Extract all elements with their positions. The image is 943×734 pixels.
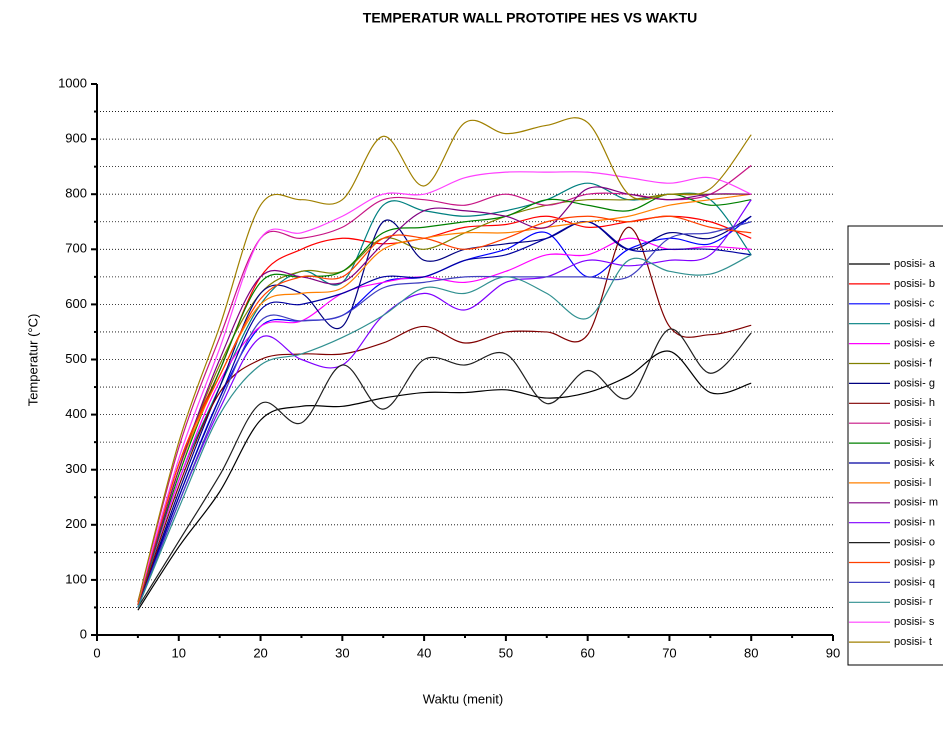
x-axis-label: Waktu (menit) [423, 691, 503, 706]
legend-label: posisi- j [894, 437, 931, 449]
legend-label: posisi- f [894, 357, 933, 369]
y-axis-label: Temperatur (°C) [25, 314, 40, 407]
legend-label: posisi- b [894, 278, 935, 290]
y-tick-label: 900 [65, 131, 87, 146]
legend-label: posisi- q [894, 576, 935, 588]
x-tick-label: 10 [172, 645, 186, 660]
legend-label: posisi- m [894, 497, 938, 509]
y-tick-label: 400 [65, 406, 87, 421]
y-tick-label: 100 [65, 571, 87, 586]
series-line [137, 215, 752, 605]
x-tick-label: 90 [826, 645, 840, 660]
series-line [137, 215, 752, 605]
x-tick-label: 20 [253, 645, 267, 660]
y-tick-label: 1000 [58, 75, 87, 90]
series-line [137, 221, 752, 608]
series-line [137, 199, 752, 608]
y-tick-label: 300 [65, 461, 87, 476]
legend-label: posisi- g [894, 377, 935, 389]
chart-title: TEMPERATUR WALL PROTOTIPE HES VS WAKTU [363, 10, 697, 26]
legend-label: posisi- d [894, 318, 935, 330]
legend-label: posisi- t [894, 636, 932, 648]
legend-label: posisi- c [894, 298, 935, 310]
x-tick-label: 70 [662, 645, 676, 660]
series-line [137, 193, 752, 605]
y-tick-label: 200 [65, 516, 87, 531]
series-line [137, 193, 752, 605]
series-line [137, 221, 752, 608]
x-tick-label: 40 [417, 645, 431, 660]
legend-label: posisi- p [894, 556, 935, 568]
series-line [137, 165, 752, 603]
y-tick-label: 600 [65, 296, 87, 311]
series-line [137, 226, 752, 608]
y-tick-label: 0 [80, 626, 87, 641]
series-line [137, 254, 752, 608]
legend-box [847, 225, 943, 666]
legend-label: posisi- n [894, 517, 935, 529]
x-tick-label: 30 [335, 645, 349, 660]
x-tick-label: 0 [93, 645, 100, 660]
legend-label: posisi- o [894, 537, 935, 549]
legend-label: posisi- l [894, 477, 931, 489]
legend-label: posisi- r [894, 596, 933, 608]
x-tick-label: 50 [499, 645, 513, 660]
series-line [137, 328, 752, 608]
legend-label: posisi- h [894, 397, 935, 409]
series-line [137, 117, 752, 603]
legend-label: posisi- k [894, 457, 935, 469]
series-line [137, 350, 752, 611]
x-tick-label: 80 [744, 645, 758, 660]
x-tick-label: 60 [580, 645, 594, 660]
y-tick-label: 500 [65, 351, 87, 366]
legend-label: posisi- e [894, 338, 935, 350]
series-line [137, 186, 752, 605]
y-tick-label: 700 [65, 241, 87, 256]
legend-label: posisi- i [894, 417, 931, 429]
series-line [137, 215, 752, 608]
series-line [137, 171, 752, 603]
series-line [137, 193, 752, 605]
y-tick-label: 800 [65, 186, 87, 201]
legend-label: posisi- s [894, 616, 935, 628]
series-line [137, 215, 752, 608]
legend-label: posisi- a [894, 258, 936, 270]
